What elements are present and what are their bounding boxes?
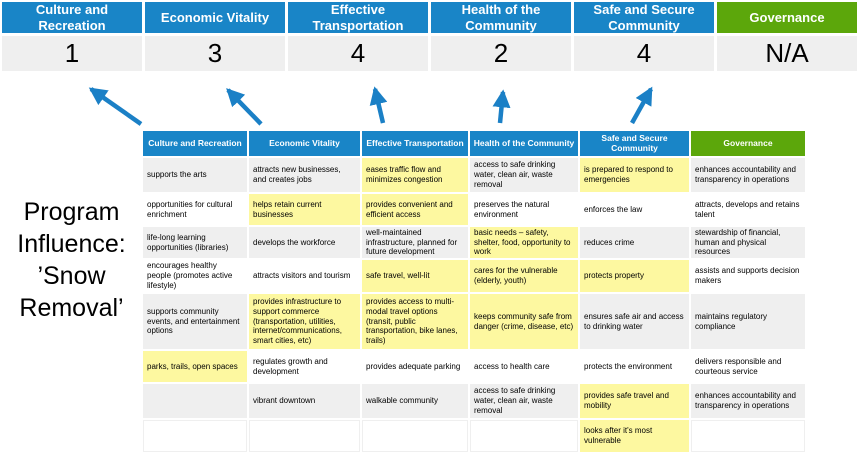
matrix-cell: assists and supports decision makers [691,260,805,292]
matrix-cell: vibrant downtown [249,384,360,418]
matrix-cell: delivers responsible and courteous servi… [691,351,805,382]
matrix-cell: well-maintained infrastructure, planned … [362,227,468,258]
up-arrow-icon-4 [492,89,511,124]
matrix-header-safe-secure: Safe and Secure Community [580,131,689,156]
table-row: encourages healthy people (promotes acti… [143,260,805,292]
matrix-cell: cares for the vulnerable (elderly, youth… [470,260,578,292]
score-value-culture-recreation: 1 [2,36,142,71]
matrix-cell [143,384,247,418]
matrix-header-culture-recreation: Culture and Recreation [143,131,247,156]
table-row: life-long learning opportunities (librar… [143,227,805,258]
score-value-safe-secure: 4 [574,36,714,71]
matrix-cell: encourages healthy people (promotes acti… [143,260,247,292]
matrix-cell: access to safe drinking water, clean air… [470,158,578,192]
program-influence-line: Influence: [17,230,126,258]
matrix-cell: keeps community safe from danger (crime,… [470,294,578,349]
matrix-cell: access to safe drinking water, clean air… [470,384,578,418]
score-column-health-community: Health of the Community 2 [431,2,571,71]
score-column-economic-vitality: Economic Vitality 3 [145,2,285,71]
matrix-cell: is prepared to respond to emergencies [580,158,689,192]
matrix-cell: protects property [580,260,689,292]
score-header-effective-transportation: Effective Transportation [288,2,428,33]
matrix-cell: attracts visitors and tourism [249,260,360,292]
influence-matrix: Culture and Recreation Economic Vitality… [143,131,805,454]
matrix-cell: stewardship of financial, human and phys… [691,227,805,258]
matrix-cell [470,420,578,452]
matrix-header-economic-vitality: Economic Vitality [249,131,360,156]
table-row: opportunities for cultural enrichment he… [143,194,805,225]
matrix-header-health-community: Health of the Community [470,131,578,156]
matrix-cell: enforces the law [580,194,689,225]
matrix-cell [249,420,360,452]
matrix-cell: attracts, develops and retains talent [691,194,805,225]
matrix-cell: helps retain current businesses [249,194,360,225]
matrix-cell: maintains regulatory compliance [691,294,805,349]
matrix-cell: ensures safe air and access to drinking … [580,294,689,349]
matrix-cell: enhances accountability and transparency… [691,384,805,418]
matrix-cell: life-long learning opportunities (librar… [143,227,247,258]
matrix-cell: enhances accountability and transparency… [691,158,805,192]
matrix-header-row: Culture and Recreation Economic Vitality… [143,131,805,156]
matrix-cell: safe travel, well-lit [362,260,468,292]
matrix-cell: access to health care [470,351,578,382]
matrix-cell: provides infrastructure to support comme… [249,294,360,349]
table-row: parks, trails, open spaces regulates gro… [143,351,805,382]
matrix-cell: reduces crime [580,227,689,258]
table-row: supports the arts attracts new businesse… [143,158,805,192]
score-header-governance: Governance [717,2,857,33]
matrix-cell: opportunities for cultural enrichment [143,194,247,225]
matrix-header-effective-transportation: Effective Transportation [362,131,468,156]
score-value-effective-transportation: 4 [288,36,428,71]
score-header-culture-recreation: Culture and Recreation [2,2,142,33]
score-value-governance: N/A [717,36,857,71]
matrix-cell: provides access to multi-modal travel op… [362,294,468,349]
matrix-header-governance: Governance [691,131,805,156]
score-column-governance: Governance N/A [717,2,857,71]
score-header-health-community: Health of the Community [431,2,571,33]
matrix-cell: eases traffic flow and minimizes congest… [362,158,468,192]
matrix-cell: develops the workforce [249,227,360,258]
matrix-cell: preserves the natural environment [470,194,578,225]
program-influence-line: Program [23,198,120,226]
program-influence-line: Removal’ [19,294,124,322]
up-arrow-icon-5 [630,86,653,125]
matrix-cell: provides convenient and efficient access [362,194,468,225]
matrix-cell: supports the arts [143,158,247,192]
score-header-safe-secure: Safe and Secure Community [574,2,714,33]
score-column-culture-recreation: Culture and Recreation 1 [2,2,142,71]
scoreboard: Culture and Recreation 1 Economic Vitali… [2,2,857,71]
program-influence-line: ’Snow [37,262,106,290]
matrix-cell: looks after it's most vulnerable [580,420,689,452]
matrix-cell [691,420,805,452]
table-row: vibrant downtown walkable community acce… [143,384,805,418]
program-influence-label: Program Influence: ’Snow Removal’ [0,196,143,324]
matrix-cell [362,420,468,452]
up-arrow-icon-1 [88,87,143,126]
score-column-effective-transportation: Effective Transportation 4 [288,2,428,71]
matrix-cell: attracts new businesses, and creates job… [249,158,360,192]
matrix-cell: basic needs – safety, shelter, food, opp… [470,227,578,258]
up-arrow-icon-3 [369,86,388,124]
score-header-economic-vitality: Economic Vitality [145,2,285,33]
matrix-cell: regulates growth and development [249,351,360,382]
matrix-cell: walkable community [362,384,468,418]
matrix-body: supports the arts attracts new businesse… [143,158,805,452]
table-row: supports community events, and entertain… [143,294,805,349]
matrix-cell: parks, trails, open spaces [143,351,247,382]
table-row: looks after it's most vulnerable [143,420,805,452]
score-value-economic-vitality: 3 [145,36,285,71]
matrix-cell: provides adequate parking [362,351,468,382]
matrix-cell: supports community events, and entertain… [143,294,247,349]
matrix-cell: provides safe travel and mobility [580,384,689,418]
score-column-safe-secure: Safe and Secure Community 4 [574,2,714,71]
up-arrow-icon-2 [226,88,263,126]
score-value-health-community: 2 [431,36,571,71]
matrix-cell [143,420,247,452]
matrix-cell: protects the environment [580,351,689,382]
